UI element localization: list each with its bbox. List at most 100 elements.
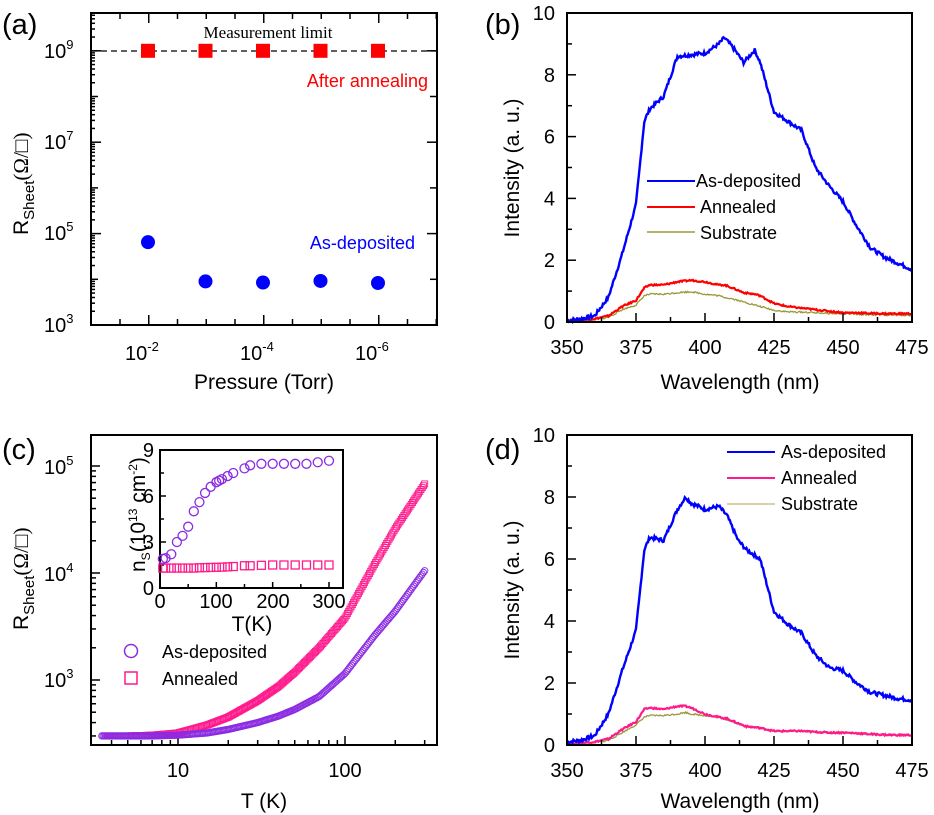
inset-point-circle	[301, 458, 312, 469]
measurement-limit-label: Measurement limit	[204, 23, 333, 42]
inset-point-circle	[323, 455, 335, 466]
panel-c-xtick: 10	[167, 760, 189, 782]
inset-point-square	[177, 563, 188, 573]
inset-point-circle	[216, 473, 228, 485]
data-point-circle	[421, 567, 429, 575]
data-point-square	[353, 592, 361, 600]
panel-a-xtick: 10-6	[355, 339, 389, 365]
inset-point-circle	[244, 460, 256, 471]
x-tick-label: 450	[826, 760, 859, 782]
data-point-square	[301, 659, 308, 666]
data-point-square	[404, 506, 411, 514]
y-tick-label: 6	[544, 127, 555, 149]
panel-b-ticks: 350 375 400 425 450 475 0 2 4 6 8 10	[533, 3, 929, 359]
data-point-square	[410, 497, 418, 505]
data-point-square	[379, 546, 387, 554]
data-point-square	[407, 500, 415, 508]
panel-d-ylabel: Intensity (a. u.)	[501, 521, 524, 660]
inset-point-circle	[183, 521, 194, 532]
inset-point-square	[206, 562, 216, 573]
data-point-square	[369, 563, 377, 571]
data-point-square	[356, 587, 364, 595]
data-point-square	[413, 491, 421, 499]
data-point-circle	[198, 274, 213, 289]
panel-b-lines	[566, 35, 913, 325]
panel-b-plot-area	[566, 12, 913, 323]
inset-point-circle	[278, 458, 290, 469]
data-point-square	[312, 647, 320, 655]
data-point-square	[313, 646, 321, 654]
x-tick-label: 400	[688, 760, 721, 782]
as-deposited-label: As-deposited	[310, 233, 415, 253]
x-tick-label: 425	[757, 337, 790, 359]
x-tick-label: 450	[826, 337, 859, 359]
panel-a-xtick: 10-4	[240, 339, 274, 365]
inset-point-square	[239, 561, 250, 571]
inset-point-square	[194, 563, 205, 573]
y-tick-label: 0	[544, 735, 555, 757]
data-point-square	[400, 512, 408, 520]
data-point-circle	[256, 275, 270, 290]
data-point-square	[402, 508, 410, 516]
panel-a-xtick: 10-2	[125, 339, 159, 365]
data-point-square	[290, 669, 297, 677]
panel-a-ytick: 109	[44, 37, 73, 63]
data-point-square	[351, 596, 359, 604]
x-tick-label: 475	[895, 760, 928, 782]
inset-ylabel: nS(1013 cm-2)	[126, 457, 153, 572]
data-point-square	[399, 514, 407, 521]
y-tick-label: 4	[544, 188, 555, 210]
inset-xtick: 0	[154, 591, 165, 613]
series-line-annealed	[566, 278, 913, 323]
data-point-square	[308, 651, 316, 659]
data-point-square	[359, 581, 367, 589]
inset-point-square	[200, 562, 210, 573]
inset-xlabel: T(K)	[232, 613, 273, 636]
panel-b-legend: As-deposited Annealed Substrate	[647, 171, 801, 243]
inset-point-circle	[166, 549, 177, 560]
inset-point-square	[256, 560, 267, 570]
data-point-square	[396, 517, 404, 525]
inset-point-circle	[171, 536, 183, 548]
data-point-square	[406, 502, 414, 510]
inset-point-circle	[256, 458, 267, 469]
inset-point-square	[217, 562, 227, 572]
panel-c-xtick: 100	[328, 760, 361, 782]
y-tick-label: 2	[544, 250, 555, 272]
data-point-square	[373, 556, 381, 564]
data-point-square	[364, 572, 372, 580]
inset-ytick: 6	[143, 486, 154, 508]
panel-c-ylabel: RSheet(Ω/□)	[9, 528, 38, 631]
legend-label-annealed: Annealed	[162, 669, 238, 689]
data-point-square	[345, 607, 353, 615]
legend-label-substrate: Substrate	[781, 494, 858, 514]
legend-marker-as-deposited	[123, 643, 139, 659]
y-tick-label: 10	[533, 425, 555, 447]
x-tick-label: 350	[550, 760, 583, 782]
panel-c-ytick: 103	[44, 666, 73, 692]
x-tick-label: 400	[688, 337, 721, 359]
panel-c-legend: As-deposited Annealed	[123, 642, 267, 689]
panel-d-plot-area	[566, 434, 913, 746]
data-point-square	[305, 654, 313, 661]
legend-label-annealed: Annealed	[781, 468, 857, 488]
data-point-square	[363, 574, 371, 582]
panel-d-ticks: 350 375 400 425 450 475 0 2 4 6 8 10	[533, 425, 929, 782]
data-point-square	[380, 544, 388, 552]
panel-a-ytick: 107	[44, 128, 73, 154]
data-point-square	[386, 533, 394, 541]
panel-a-ytick: 103	[44, 311, 73, 337]
panel-d-label: (d)	[485, 434, 520, 466]
legend-label-as-deposited: As-deposited	[696, 171, 801, 191]
y-tick-label: 10	[533, 3, 555, 25]
inset-data	[157, 455, 335, 573]
data-point-square	[371, 43, 385, 58]
after-annealing-label: After annealing	[307, 71, 428, 91]
data-point-square	[296, 663, 304, 671]
data-point-square	[302, 657, 310, 665]
data-point-square	[294, 665, 302, 673]
data-point-square	[358, 583, 366, 591]
panel-d-legend: As-deposited Annealed Substrate	[727, 442, 886, 514]
inset-xtick: 300	[312, 591, 345, 613]
data-point-circle	[141, 235, 155, 250]
